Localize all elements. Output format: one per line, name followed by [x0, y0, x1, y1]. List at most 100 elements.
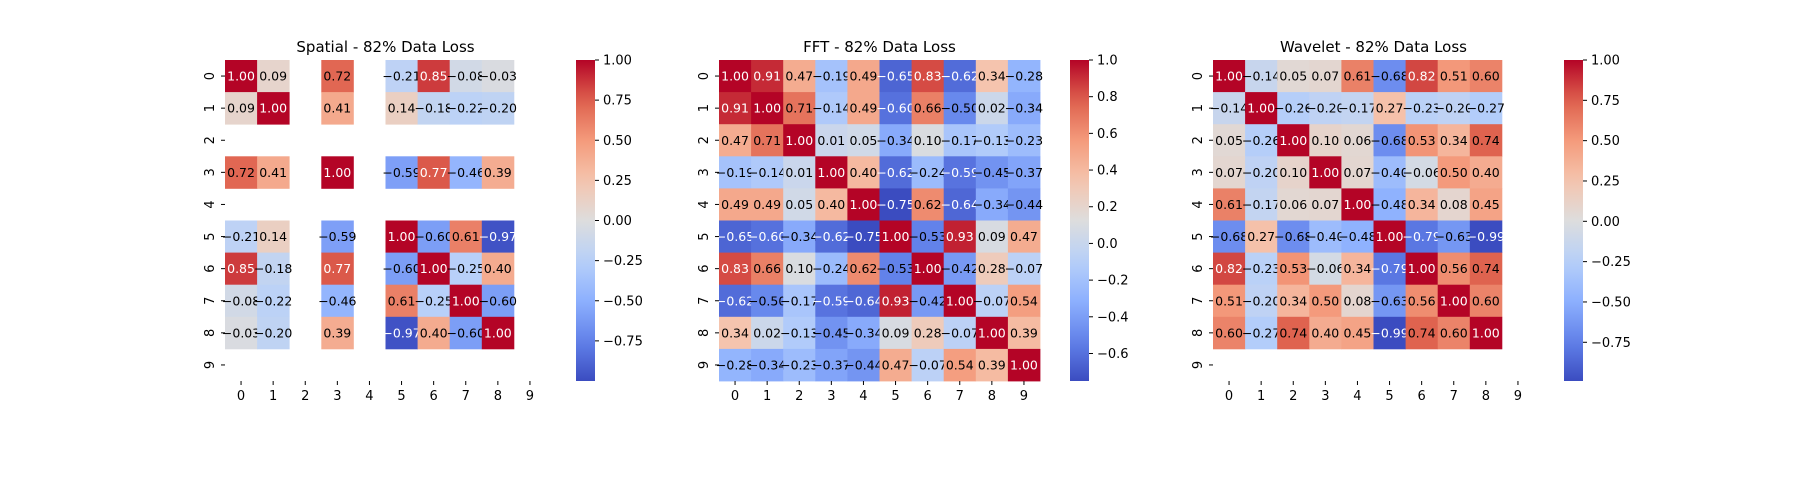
- heatmap-cell: [911, 124, 945, 157]
- y-tick-label: 6: [1191, 265, 1206, 273]
- cell-value-label: 1.00: [850, 197, 878, 212]
- cell-value-label: 0.83: [721, 261, 749, 276]
- heatmap-cell: [847, 252, 880, 286]
- heatmap-cell: [879, 156, 912, 189]
- colorbar: [576, 60, 595, 381]
- heatmap-cell: [1437, 188, 1471, 221]
- heatmap-cell: [1309, 92, 1342, 125]
- cell-value-label: 1.00: [1440, 293, 1468, 308]
- cell-value-label: 0.85: [420, 69, 448, 84]
- cell-value-label: 1.00: [1010, 357, 1038, 372]
- cell-value-label: 0.39: [484, 165, 512, 180]
- cell-value-label: −0.60: [479, 293, 517, 308]
- cell-value-label: 0.66: [753, 261, 781, 276]
- heatmap-cell: [321, 220, 354, 253]
- cell-value-label: −0.79: [1402, 229, 1440, 244]
- cell-value-label: 0.09: [882, 325, 910, 340]
- y-tick-label: 9: [1191, 361, 1206, 369]
- colorbar-tick-label: 0.00: [603, 214, 632, 229]
- cell-value-label: 0.34: [978, 69, 1006, 84]
- y-tick-label: 4: [203, 200, 218, 208]
- heatmap-cell: [1405, 124, 1439, 157]
- cell-value-label: 0.14: [259, 229, 287, 244]
- cell-value-label: 0.09: [227, 101, 255, 116]
- cell-value-label: −0.68: [1370, 133, 1408, 148]
- heatmap-cell: [783, 124, 816, 157]
- cell-value-label: −0.14: [1242, 69, 1280, 84]
- y-tick-label: 8: [203, 329, 218, 337]
- cell-value-label: 0.56: [1408, 293, 1436, 308]
- cell-value-label: −0.17: [780, 293, 818, 308]
- cell-value-label: 0.40: [484, 261, 512, 276]
- heatmap-cell: [943, 284, 977, 318]
- heatmap-cell: [257, 60, 290, 93]
- heatmap-cell: [815, 92, 848, 125]
- heatmap-cell: [751, 284, 784, 318]
- cell-value-label: −0.65: [716, 229, 754, 244]
- cell-value-label: −0.45: [812, 325, 850, 340]
- heatmap-cell: [879, 124, 912, 157]
- x-tick-label: 0: [237, 389, 245, 404]
- cell-value-label: 0.49: [721, 197, 749, 212]
- x-tick-label: 5: [1385, 389, 1393, 404]
- cell-value-label: 0.40: [1311, 325, 1339, 340]
- heatmap-cell: [1245, 156, 1278, 189]
- heatmap-cell: [1007, 316, 1041, 350]
- heatmap-cell: [1245, 188, 1278, 221]
- heatmap-cell: [1213, 188, 1246, 221]
- cell-value-label: −0.46: [447, 165, 485, 180]
- heatmap-cell: [385, 252, 418, 286]
- x-tick-label: 5: [397, 389, 405, 404]
- heatmap-cell: [1373, 188, 1406, 221]
- heatmap-cell: [879, 92, 912, 125]
- heatmap-cell: [1277, 60, 1310, 93]
- cell-value-label: −0.20: [479, 101, 517, 116]
- x-tick-label: 9: [1514, 389, 1522, 404]
- cell-value-label: 0.05: [1215, 133, 1243, 148]
- heatmap-cell: [481, 92, 515, 125]
- x-tick-label: 2: [795, 389, 803, 404]
- cell-value-label: 0.56: [1440, 261, 1468, 276]
- heatmap-cell: [1309, 316, 1342, 350]
- cell-value-label: −0.75: [876, 197, 914, 212]
- cell-value-label: −0.34: [1005, 101, 1043, 116]
- heatmap-cell: [783, 60, 816, 93]
- heatmap-cell: [911, 92, 945, 125]
- heatmap-cell: [1277, 284, 1310, 318]
- heatmap-cell: [815, 124, 848, 157]
- cell-value-label: 0.10: [1311, 133, 1339, 148]
- cell-value-label: 0.06: [1344, 133, 1372, 148]
- cell-value-label: 0.45: [1344, 325, 1372, 340]
- heatmap-cell: [1245, 284, 1278, 318]
- heatmap-cell: [975, 188, 1009, 221]
- cell-value-label: 0.54: [1010, 293, 1038, 308]
- cell-value-label: 0.10: [914, 133, 942, 148]
- heatmap-cell: [449, 252, 483, 286]
- heatmap-cell: [975, 252, 1009, 286]
- y-tick-label: 2: [1191, 136, 1206, 144]
- heatmap-cell: [783, 156, 816, 189]
- heatmap-cell: [1277, 92, 1310, 125]
- heatmap-cell: [1469, 156, 1503, 189]
- colorbar-tick-label: 0.25: [1591, 174, 1620, 189]
- heatmap-cell: [975, 348, 1009, 382]
- cell-value-label: −0.63: [1370, 293, 1408, 308]
- colorbar-tick-label: −0.4: [1097, 310, 1129, 325]
- cell-value-label: −0.06: [1402, 165, 1440, 180]
- x-tick-label: 7: [1450, 389, 1458, 404]
- cell-value-label: −0.60: [748, 229, 786, 244]
- heatmap-cell: [1373, 124, 1406, 157]
- heatmap-cell: [879, 284, 912, 318]
- cell-value-label: −0.60: [382, 261, 420, 276]
- cell-value-label: 0.91: [753, 69, 781, 84]
- heatmap-cell: [1437, 60, 1471, 93]
- cell-value-label: 0.07: [1344, 165, 1372, 180]
- cell-value-label: −0.17: [1338, 101, 1376, 116]
- cell-value-label: −0.34: [876, 133, 914, 148]
- cell-value-label: 0.14: [388, 101, 416, 116]
- cell-value-label: 0.40: [817, 197, 845, 212]
- cell-value-label: −0.44: [1005, 197, 1043, 212]
- heatmap-cell: [321, 60, 354, 93]
- cell-value-label: 0.83: [914, 69, 942, 84]
